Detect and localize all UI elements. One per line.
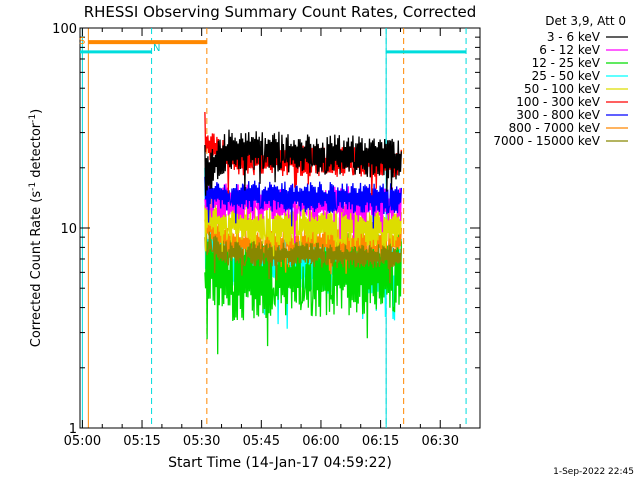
legend-label: 100 - 300 keV — [516, 95, 600, 109]
y-tick-label: 10 — [60, 222, 77, 237]
legend-label: 3 - 6 keV — [547, 30, 601, 44]
legend-label: 800 - 7000 keV — [509, 121, 601, 135]
data-series — [204, 111, 402, 355]
time-markers — [80, 28, 467, 428]
y-label-end: ) — [29, 109, 44, 114]
y-label-sup1: -1 — [28, 182, 38, 191]
legend-label: 12 - 25 keV — [532, 56, 601, 70]
series-line — [204, 231, 402, 284]
legend-title: Det 3,9, Att 0 — [545, 14, 626, 28]
x-tick-label: 05:15 — [123, 434, 160, 449]
y-tick-label: 1 — [69, 422, 77, 437]
x-axis-label: Start Time (14-Jan-17 04:59:22) — [168, 455, 392, 471]
legend-label: 50 - 100 keV — [524, 82, 601, 96]
s-label: S — [79, 36, 85, 47]
series-line — [204, 176, 402, 229]
y-label-mid: detector — [29, 122, 44, 182]
timestamp: 1-Sep-2022 22:45 — [553, 467, 634, 477]
x-tick-label: 06:30 — [422, 434, 459, 449]
x-axis: 05:00 05:15 05:30 05:45 06:00 06:15 06:30 — [64, 28, 461, 449]
y-tick-label: 100 — [52, 22, 77, 37]
y-axis-label: Corrected Count Rate (s-1 detector-1) — [28, 109, 44, 347]
n-label: N — [153, 43, 160, 54]
legend-label: 25 - 50 keV — [532, 69, 601, 83]
y-label-main: Corrected Count Rate (s — [29, 191, 44, 348]
y-label-sup2: -1 — [28, 114, 38, 123]
y-axis: 1 10 100 — [52, 22, 480, 437]
x-tick-label: 05:45 — [243, 434, 280, 449]
legend-label: 300 - 800 keV — [516, 108, 600, 122]
chart-title: RHESSI Observing Summary Count Rates, Co… — [84, 3, 477, 21]
series-line — [204, 129, 402, 196]
legend-label: 6 - 12 keV — [539, 43, 601, 57]
series-line — [204, 230, 402, 355]
legend-label: 7000 - 15000 keV — [493, 134, 600, 148]
x-tick-label: 06:00 — [302, 434, 339, 449]
x-tick-label: 05:30 — [183, 434, 220, 449]
x-tick-label: 06:15 — [362, 434, 399, 449]
x-tick-label: 05:00 — [64, 434, 101, 449]
series-line — [204, 111, 402, 196]
